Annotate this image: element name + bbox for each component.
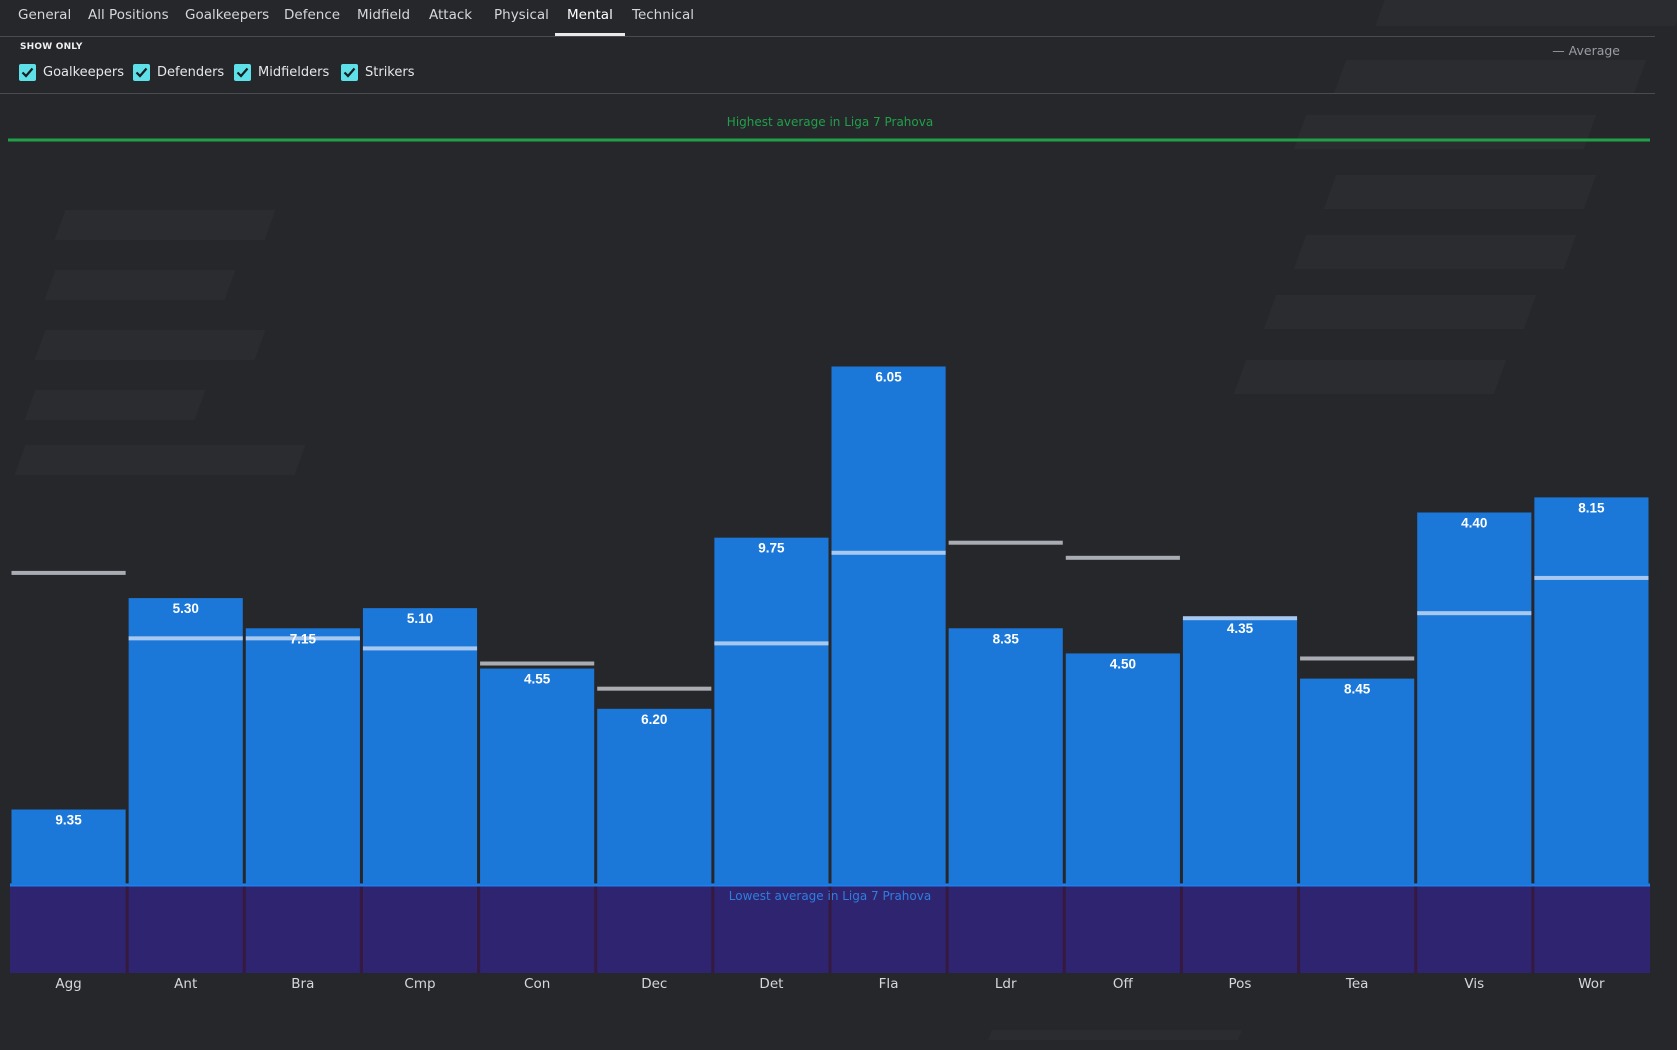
bar-value-label: 4.40 <box>1461 516 1487 531</box>
average-marker <box>480 661 595 666</box>
average-marker <box>245 636 360 641</box>
checkmark-icon <box>19 63 36 81</box>
average-marker <box>11 570 126 575</box>
chart-average-markers <box>11 540 1649 691</box>
average-marker <box>1065 555 1180 560</box>
defenders-checkbox-label: Defenders <box>157 64 225 80</box>
strikers-checkbox[interactable]: Strikers <box>341 63 415 81</box>
bar-vis <box>1417 512 1532 885</box>
bar-cmp <box>362 608 478 885</box>
tab-defence[interactable]: Defence <box>284 7 341 23</box>
category-label: Wor <box>1578 976 1605 992</box>
category-label: Pos <box>1229 976 1252 992</box>
average-marker <box>1182 616 1298 621</box>
average-marker <box>1300 656 1415 661</box>
chart-bars <box>11 366 1649 885</box>
bar-value-label: 9.75 <box>758 541 785 556</box>
bar-value-label: 8.35 <box>993 631 1020 646</box>
tab-attack[interactable]: Attack <box>429 7 473 23</box>
tab-all-positions[interactable]: All Positions <box>88 7 169 23</box>
category-label: Agg <box>55 976 81 992</box>
category-label: Con <box>524 976 550 992</box>
goalkeepers-checkbox[interactable]: Goalkeepers <box>19 63 124 81</box>
category-label: Ldr <box>995 976 1017 992</box>
average-marker <box>948 540 1063 545</box>
checkmark-icon <box>133 63 150 81</box>
tab-physical[interactable]: Physical <box>494 7 549 23</box>
bar-value-label: 5.10 <box>407 611 433 626</box>
bar-bra <box>245 628 360 885</box>
bar-value-label: 8.45 <box>1344 682 1371 697</box>
bar-off <box>1065 653 1180 885</box>
defenders-checkbox[interactable]: Defenders <box>133 63 224 81</box>
average-marker <box>714 641 829 646</box>
bar-agg <box>11 809 126 885</box>
bar-con <box>480 668 595 885</box>
bar-ant <box>128 598 243 885</box>
lowest-average-label: Lowest average in Liga 7 Prahova <box>729 889 931 903</box>
bar-dec <box>597 708 712 885</box>
average-marker <box>597 686 712 691</box>
checkmark-icon <box>234 63 251 81</box>
highest-average-label: Highest average in Liga 7 Prahova <box>727 115 933 129</box>
show-only-filter: SHOW ONLY Goalkeepers Defenders Midfield… <box>0 37 1655 94</box>
bar-pos <box>1182 618 1298 885</box>
category-label: Off <box>1113 976 1134 992</box>
bar-tea <box>1300 678 1415 885</box>
bar-value-label: 7.15 <box>290 631 317 646</box>
bar-value-label: 9.35 <box>55 812 82 827</box>
average-marker <box>128 636 243 641</box>
category-label: Vis <box>1464 976 1484 992</box>
category-label: Cmp <box>404 976 435 992</box>
category-label: Dec <box>641 976 667 992</box>
mental-attributes-bar-chart: Highest average in Liga 7 Prahova 9.35 Agg… <box>8 115 1650 992</box>
checkmark-icon <box>341 63 358 81</box>
bar-value-label: 5.30 <box>173 601 199 616</box>
category-label: Tea <box>1345 976 1369 992</box>
bar-wor <box>1534 497 1649 885</box>
tab-technical[interactable]: Technical <box>632 7 694 23</box>
bar-value-label: 8.15 <box>1578 500 1605 515</box>
average-marker <box>1417 611 1532 616</box>
category-label: Fla <box>879 976 899 992</box>
category-label: Bra <box>291 976 314 992</box>
chart-labels: Highest average in Liga 7 Prahova 9.35 Agg… <box>55 115 1605 992</box>
goalkeepers-checkbox-label: Goalkeepers <box>43 64 125 80</box>
bar-fla <box>831 366 946 885</box>
chart-bands <box>8 138 1650 973</box>
midfielders-checkbox[interactable]: Midfielders <box>234 63 329 81</box>
tab-midfield[interactable]: Midfield <box>357 7 411 23</box>
show-only-heading: SHOW ONLY <box>20 42 83 52</box>
midfielders-checkbox-label: Midfielders <box>258 64 330 80</box>
bar-ldr <box>948 628 1063 885</box>
tab-general[interactable]: General <box>18 7 72 23</box>
bar-value-label: 4.35 <box>1227 621 1254 636</box>
strikers-checkbox-label: Strikers <box>365 64 415 80</box>
average-marker <box>362 646 478 651</box>
bar-value-label: 6.05 <box>875 370 902 385</box>
tab-goalkeepers[interactable]: Goalkeepers <box>185 7 270 23</box>
bar-value-label: 4.55 <box>524 672 551 687</box>
bar-det <box>714 537 829 885</box>
average-marker <box>831 550 946 555</box>
average-marker <box>1534 575 1649 580</box>
category-label: Det <box>759 976 783 992</box>
bar-value-label: 4.50 <box>1110 656 1136 671</box>
category-label: Ant <box>174 976 197 992</box>
average-legend: — Average <box>1552 43 1620 58</box>
bar-value-label: 6.20 <box>641 712 667 727</box>
tab-bar: General All Positions Goalkeepers Defenc… <box>0 0 1655 37</box>
tab-mental[interactable]: Mental <box>555 0 625 36</box>
